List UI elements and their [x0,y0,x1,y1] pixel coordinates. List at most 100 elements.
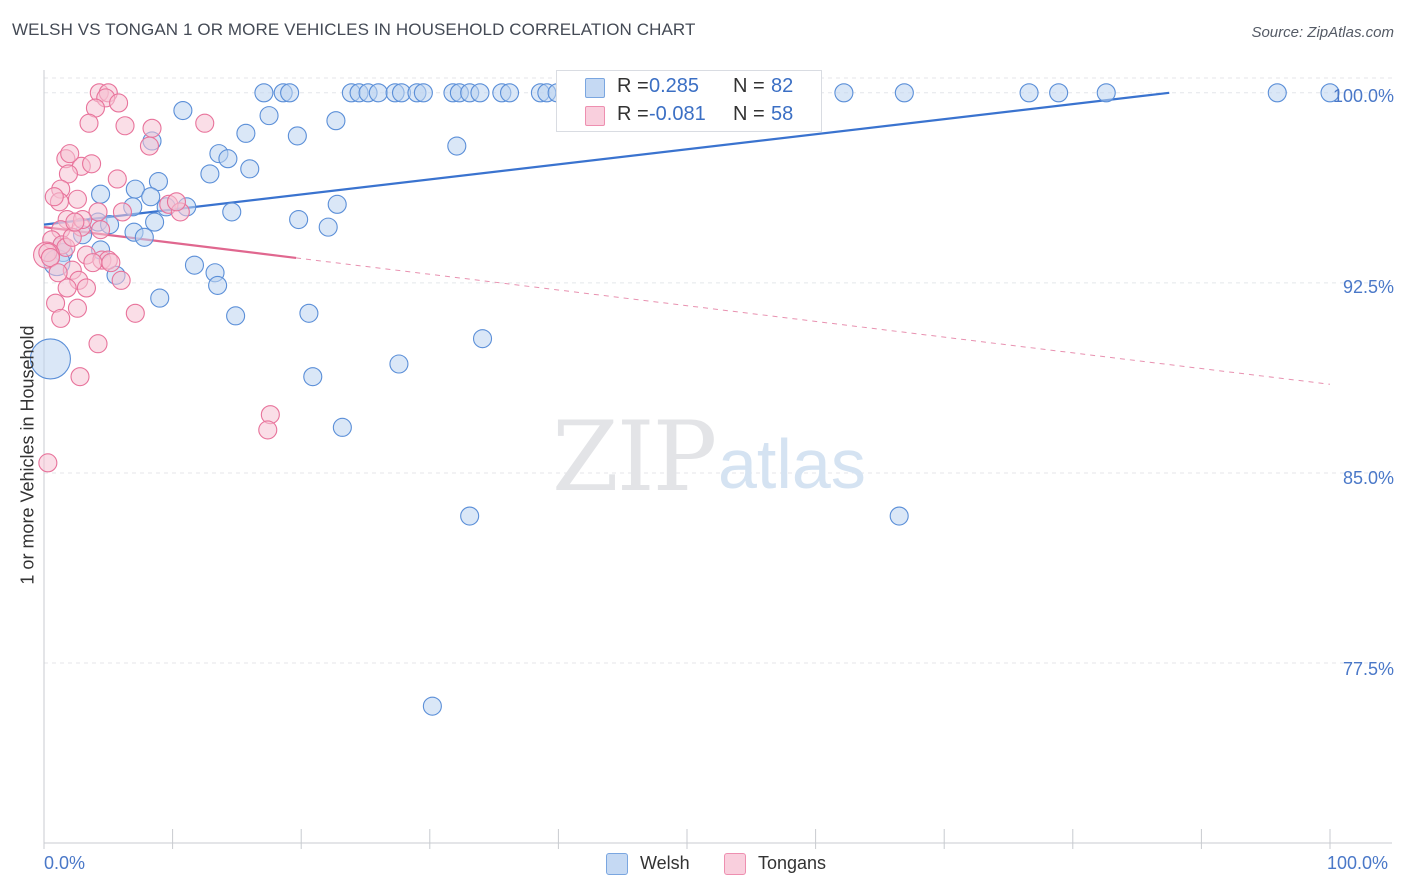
legend-swatch [606,853,628,875]
legend-label: Tongans [758,853,827,873]
welsh-point [208,275,228,295]
welsh-point [389,354,409,374]
y-tick-label: 92.5% [1342,277,1394,297]
welsh-point [834,83,854,103]
y-tick-label: 77.5% [1342,659,1394,679]
welsh-point [173,101,193,121]
tongans-point [258,420,278,440]
welsh-point [218,149,238,169]
y-tick-label: 85.0% [1342,468,1394,488]
legend-r-value: 0.285 [649,75,700,97]
welsh-point [200,164,220,184]
legend-swatch [585,78,605,98]
welsh-point [422,696,442,716]
welsh-point [499,83,520,103]
welsh-point [240,159,260,179]
welsh-point [413,83,433,103]
x-tick-label: 100.0% [1327,853,1389,873]
series-legend: Welsh Tongans [0,853,1406,877]
trend-line-tongans-dashed [295,257,1331,385]
tongans-point [76,278,96,298]
legend-n-label: N = [733,75,765,97]
tongans-point [44,187,64,207]
welsh-point [259,106,279,126]
tongans-point [82,154,102,174]
tongans-point [83,253,103,273]
welsh-point [460,506,480,526]
tongans-point [57,278,77,298]
legend-n-value: 58 [771,103,794,125]
welsh-point [470,83,490,103]
tongans-point [38,453,58,473]
legend-label: Welsh [640,853,690,873]
welsh-point [1267,83,1287,103]
tongans-point [67,189,87,209]
legend-r-label: R = [617,75,649,97]
welsh-point [141,187,161,207]
welsh-point [1096,83,1116,103]
tongans-point [195,113,215,133]
tongans-point [58,164,78,184]
x-tick-label: 0.0% [44,853,86,873]
welsh-point [280,83,300,103]
welsh-point [226,306,246,326]
y-axis-label: 1 or more Vehicles in Household [17,325,38,585]
tongans-point [67,298,87,318]
welsh-point [318,217,338,237]
welsh-point [894,83,914,103]
legend-r-label: R = [617,103,649,125]
legend-n-label: N = [733,103,765,125]
tongans-point [125,303,145,323]
tongans-point [40,247,60,268]
welsh-point [289,209,309,230]
legend-r-value: -0.081 [649,103,706,125]
tongans-point [51,308,71,328]
tongans-point [70,367,90,387]
welsh-point [134,227,154,247]
tongans-point [166,192,187,212]
tongans-point [88,334,108,354]
welsh-point [1019,83,1039,103]
welsh-point [29,338,71,380]
watermark: ZIP atlas [552,401,866,513]
welsh-point [150,288,170,308]
legend-swatch [724,853,746,875]
tongans-point [139,136,160,156]
tongans-point [60,144,80,164]
legend-n-value: 82 [771,75,794,97]
tongans-point [109,93,129,113]
welsh-point [145,212,165,232]
welsh-point [1320,83,1340,103]
chart-title: WELSH VS TONGAN 1 OR MORE VEHICLES IN HO… [12,20,696,39]
welsh-point [148,171,169,192]
welsh-point [1049,83,1069,103]
welsh-point [287,126,307,146]
tongans-point [48,263,68,283]
welsh-point [91,184,111,204]
welsh-point [327,194,347,214]
tongans-point [142,118,162,138]
watermark-zip: ZIP [552,401,715,513]
data-points [29,83,1340,716]
welsh-point [254,83,274,103]
tongans-point [115,116,135,136]
welsh-point [368,83,388,103]
tongans-point [107,169,127,189]
welsh-point [299,303,319,323]
legend-row-tongans: R = -0.081 N = 58 [557,102,821,128]
welsh-point [184,255,205,275]
legend-swatch [585,106,605,126]
legend-row-welsh: R = 0.285 N = 82 [557,74,821,100]
tongans-point [101,253,121,273]
welsh-point [222,202,242,222]
tongans-point [112,202,132,222]
welsh-point [332,417,352,437]
watermark-atlas: atlas [718,425,866,503]
welsh-point [472,329,493,349]
tongans-point [111,270,131,290]
welsh-point [889,506,909,526]
y-tick-label: 100.0% [1332,86,1394,106]
welsh-point [236,123,256,143]
tongans-point [65,212,85,232]
